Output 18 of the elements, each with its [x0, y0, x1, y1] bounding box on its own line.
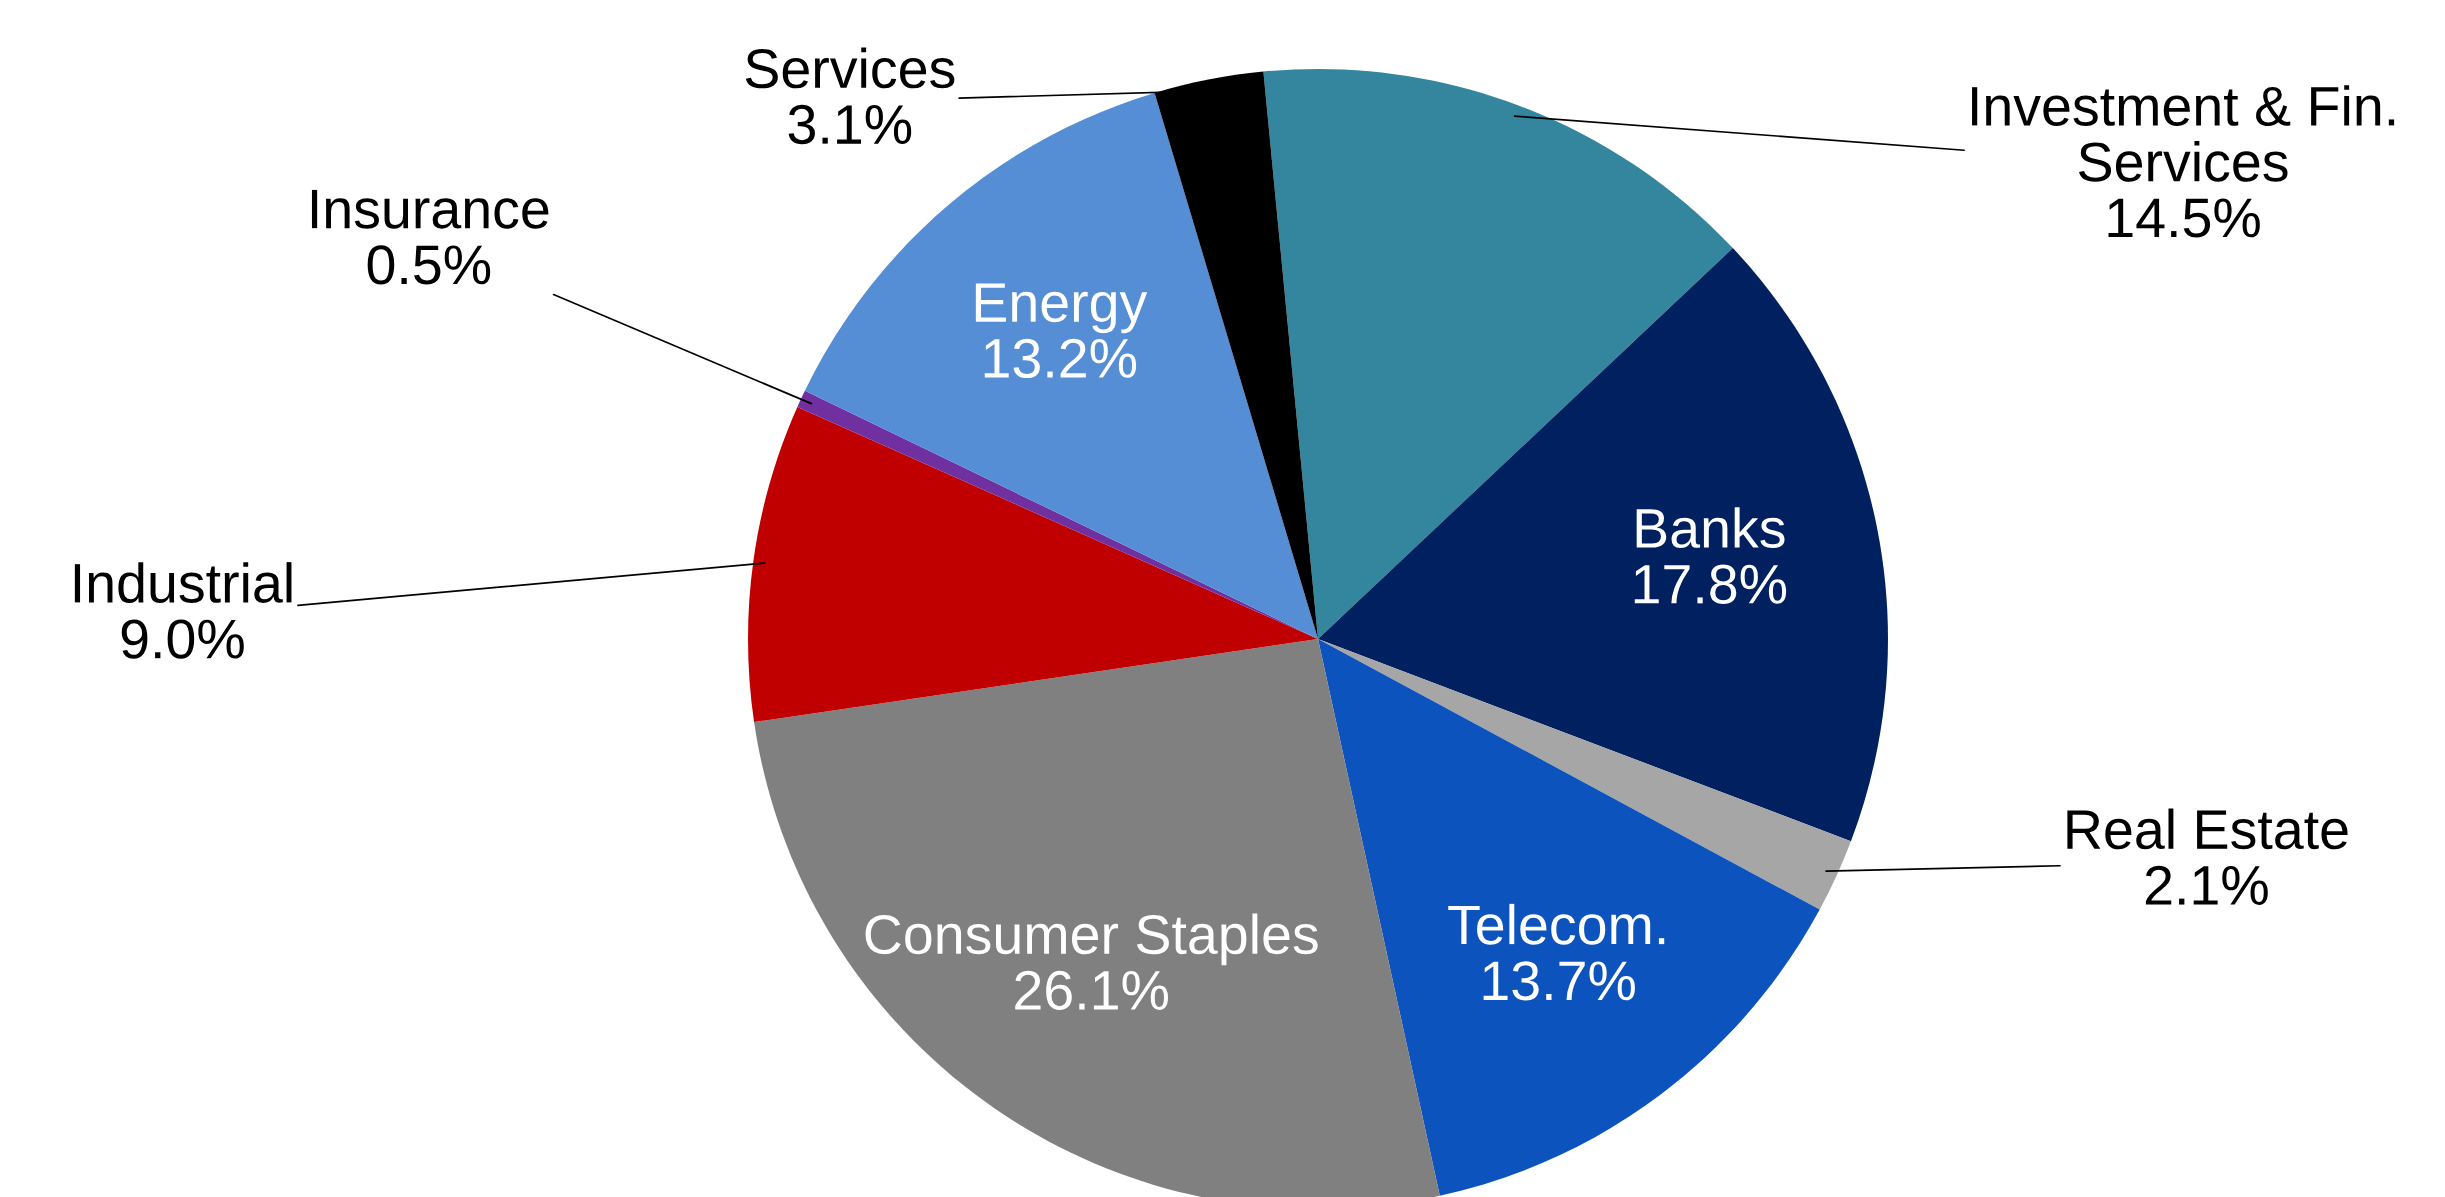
- slice-label: Real Estate: [2067, 808, 2348, 850]
- data-label: 17.8%: [1634, 564, 1787, 604]
- slice-label: Insurance: [311, 189, 549, 229]
- slice-label: Services: [745, 47, 955, 89]
- slice-label: Energy: [975, 283, 1148, 334]
- data-label: 14.5%: [2108, 198, 2260, 238]
- slice-label: Consumer Staples: [865, 913, 1318, 966]
- slice-label: Banks: [1636, 507, 1785, 549]
- data-label: 9.0%: [121, 619, 244, 659]
- slice-label: Telecom.: [1448, 903, 1665, 945]
- slice-label: Investment & Fin. Services: [1972, 85, 2395, 182]
- slice-label: Industrial: [74, 562, 292, 603]
- data-label: 13.7%: [1483, 961, 1635, 1001]
- data-label: 3.1%: [788, 104, 912, 145]
- data-label: 0.5%: [367, 245, 491, 285]
- data-label: 2.1%: [2145, 865, 2268, 905]
- data-label: 26.1%: [1015, 970, 1168, 1011]
- data-label: 13.2%: [984, 338, 1137, 379]
